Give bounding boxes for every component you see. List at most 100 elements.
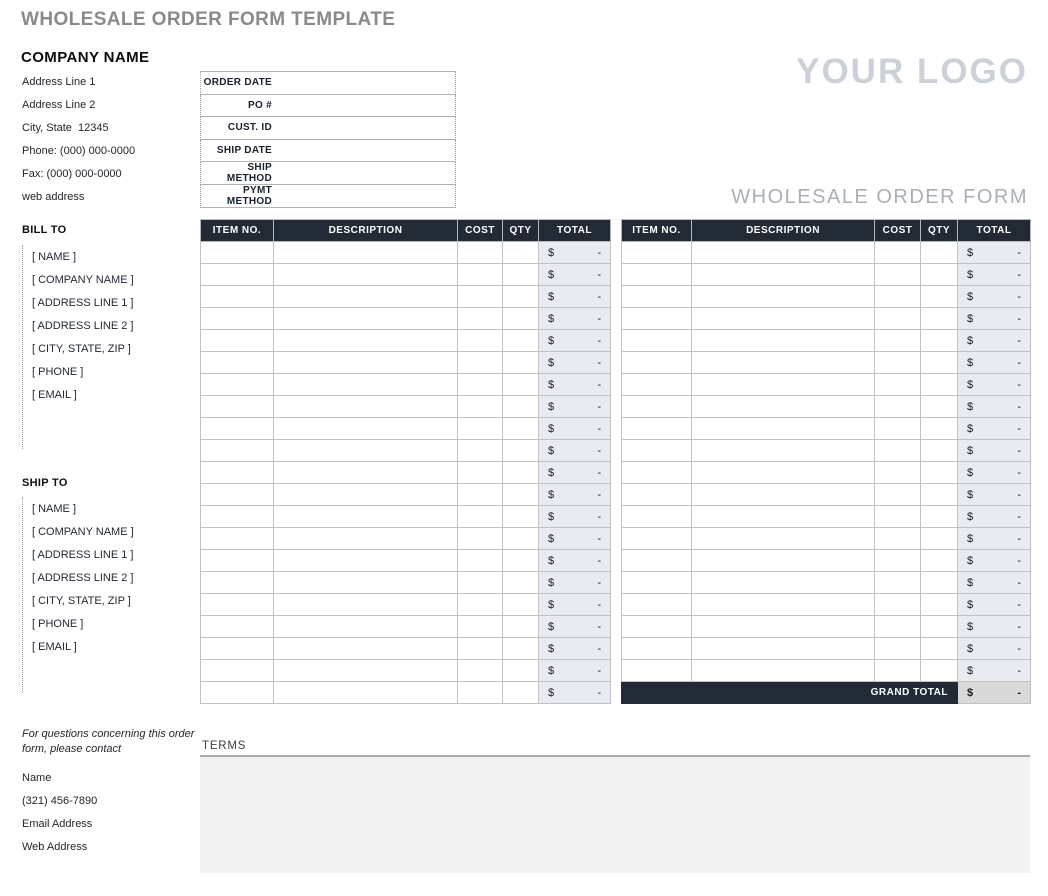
cost-cell[interactable] bbox=[457, 505, 503, 528]
item-no-cell[interactable] bbox=[200, 571, 274, 594]
description-cell[interactable] bbox=[273, 615, 458, 638]
cost-cell[interactable] bbox=[457, 373, 503, 396]
item-no-cell[interactable] bbox=[200, 263, 274, 286]
item-no-cell[interactable] bbox=[621, 571, 692, 594]
description-cell[interactable] bbox=[691, 373, 875, 396]
cost-cell[interactable] bbox=[874, 241, 921, 264]
cost-cell[interactable] bbox=[457, 571, 503, 594]
description-cell[interactable] bbox=[691, 285, 875, 308]
cost-cell[interactable] bbox=[457, 307, 503, 330]
address-placeholder-field[interactable]: [ ADDRESS LINE 2 ] bbox=[32, 319, 134, 332]
description-cell[interactable] bbox=[691, 263, 875, 286]
item-no-cell[interactable] bbox=[621, 637, 692, 660]
item-no-cell[interactable] bbox=[621, 483, 692, 506]
item-no-cell[interactable] bbox=[200, 659, 274, 682]
order-info-value-field[interactable] bbox=[275, 95, 455, 117]
cost-cell[interactable] bbox=[874, 351, 921, 374]
cost-cell[interactable] bbox=[874, 417, 921, 440]
address-placeholder-field[interactable]: [ CITY, STATE, ZIP ] bbox=[32, 342, 131, 355]
qty-cell[interactable] bbox=[502, 241, 539, 264]
item-no-cell[interactable] bbox=[200, 483, 274, 506]
qty-cell[interactable] bbox=[502, 571, 539, 594]
qty-cell[interactable] bbox=[920, 351, 958, 374]
item-no-cell[interactable] bbox=[621, 263, 692, 286]
cost-cell[interactable] bbox=[874, 329, 921, 352]
description-cell[interactable] bbox=[273, 329, 458, 352]
address-placeholder-field[interactable]: [ COMPANY NAME ] bbox=[32, 525, 134, 538]
item-no-cell[interactable] bbox=[200, 285, 274, 308]
description-cell[interactable] bbox=[691, 395, 875, 418]
qty-cell[interactable] bbox=[502, 505, 539, 528]
address-placeholder-field[interactable]: [ NAME ] bbox=[32, 502, 77, 515]
qty-cell[interactable] bbox=[502, 637, 539, 660]
description-cell[interactable] bbox=[273, 263, 458, 286]
description-cell[interactable] bbox=[691, 329, 875, 352]
description-cell[interactable] bbox=[273, 681, 458, 704]
qty-cell[interactable] bbox=[920, 593, 958, 616]
order-info-value-field[interactable] bbox=[275, 162, 455, 184]
item-no-cell[interactable] bbox=[200, 241, 274, 264]
item-no-cell[interactable] bbox=[621, 351, 692, 374]
qty-cell[interactable] bbox=[920, 549, 958, 572]
item-no-cell[interactable] bbox=[200, 395, 274, 418]
description-cell[interactable] bbox=[691, 527, 875, 550]
description-cell[interactable] bbox=[273, 373, 458, 396]
qty-cell[interactable] bbox=[920, 461, 958, 484]
qty-cell[interactable] bbox=[920, 329, 958, 352]
description-cell[interactable] bbox=[273, 439, 458, 462]
qty-cell[interactable] bbox=[502, 593, 539, 616]
qty-cell[interactable] bbox=[920, 637, 958, 660]
cost-cell[interactable] bbox=[457, 527, 503, 550]
item-no-cell[interactable] bbox=[621, 307, 692, 330]
item-no-cell[interactable] bbox=[621, 439, 692, 462]
cost-cell[interactable] bbox=[457, 329, 503, 352]
description-cell[interactable] bbox=[691, 593, 875, 616]
qty-cell[interactable] bbox=[502, 329, 539, 352]
item-no-cell[interactable] bbox=[621, 285, 692, 308]
item-no-cell[interactable] bbox=[621, 417, 692, 440]
item-no-cell[interactable] bbox=[621, 615, 692, 638]
item-no-cell[interactable] bbox=[621, 527, 692, 550]
description-cell[interactable] bbox=[273, 571, 458, 594]
description-cell[interactable] bbox=[273, 659, 458, 682]
item-no-cell[interactable] bbox=[200, 637, 274, 660]
address-placeholder-field[interactable]: [ ADDRESS LINE 1 ] bbox=[32, 296, 134, 309]
qty-cell[interactable] bbox=[502, 351, 539, 374]
cost-cell[interactable] bbox=[457, 395, 503, 418]
item-no-cell[interactable] bbox=[200, 351, 274, 374]
address-placeholder-field[interactable]: [ EMAIL ] bbox=[32, 388, 77, 401]
description-cell[interactable] bbox=[691, 439, 875, 462]
description-cell[interactable] bbox=[691, 351, 875, 374]
qty-cell[interactable] bbox=[920, 373, 958, 396]
item-no-cell[interactable] bbox=[621, 241, 692, 264]
description-cell[interactable] bbox=[273, 395, 458, 418]
description-cell[interactable] bbox=[691, 637, 875, 660]
cost-cell[interactable] bbox=[874, 285, 921, 308]
cost-cell[interactable] bbox=[457, 461, 503, 484]
description-cell[interactable] bbox=[273, 505, 458, 528]
description-cell[interactable] bbox=[273, 417, 458, 440]
description-cell[interactable] bbox=[273, 637, 458, 660]
qty-cell[interactable] bbox=[920, 417, 958, 440]
cost-cell[interactable] bbox=[874, 307, 921, 330]
cost-cell[interactable] bbox=[457, 615, 503, 638]
qty-cell[interactable] bbox=[920, 439, 958, 462]
qty-cell[interactable] bbox=[920, 307, 958, 330]
description-cell[interactable] bbox=[273, 483, 458, 506]
address-placeholder-field[interactable]: [ COMPANY NAME ] bbox=[32, 273, 134, 286]
description-cell[interactable] bbox=[691, 417, 875, 440]
qty-cell[interactable] bbox=[920, 659, 958, 682]
qty-cell[interactable] bbox=[502, 263, 539, 286]
item-no-cell[interactable] bbox=[621, 505, 692, 528]
qty-cell[interactable] bbox=[502, 549, 539, 572]
description-cell[interactable] bbox=[691, 549, 875, 572]
cost-cell[interactable] bbox=[457, 659, 503, 682]
description-cell[interactable] bbox=[273, 549, 458, 572]
qty-cell[interactable] bbox=[502, 285, 539, 308]
qty-cell[interactable] bbox=[920, 263, 958, 286]
qty-cell[interactable] bbox=[502, 681, 539, 704]
item-no-cell[interactable] bbox=[200, 439, 274, 462]
address-placeholder-field[interactable]: [ ADDRESS LINE 1 ] bbox=[32, 548, 134, 561]
address-placeholder-field[interactable]: [ EMAIL ] bbox=[32, 640, 77, 653]
description-cell[interactable] bbox=[691, 615, 875, 638]
